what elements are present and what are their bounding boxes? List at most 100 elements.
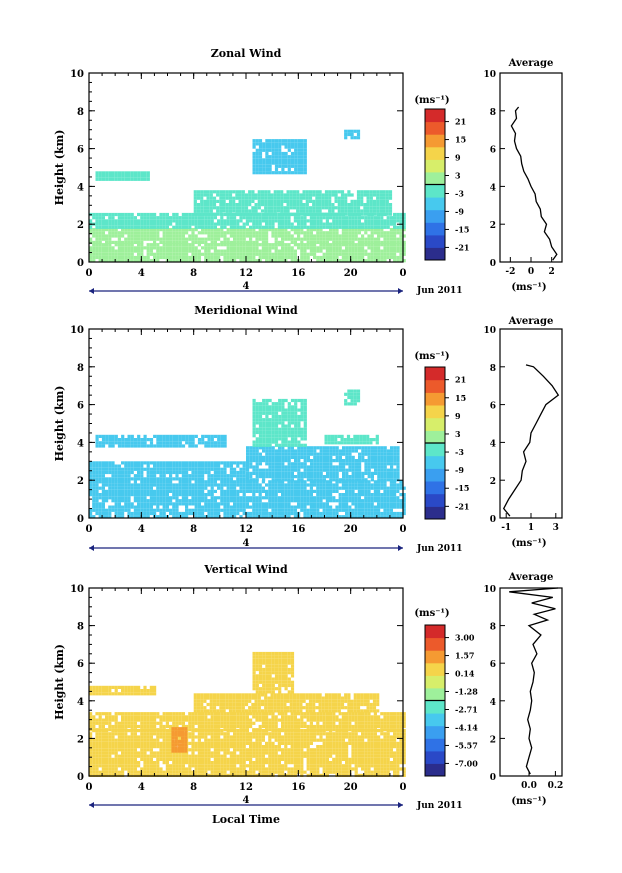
- heatmap-cell: [140, 461, 144, 465]
- heatmap-cell: [193, 199, 197, 203]
- heatmap-cell: [342, 475, 346, 479]
- heatmap-cell: [165, 502, 169, 506]
- heatmap-cell: [236, 480, 240, 484]
- heatmap-cell: [383, 496, 387, 500]
- heatmap-cell: [356, 190, 361, 194]
- heatmap-cell: [124, 757, 128, 761]
- heatmap-cell: [306, 234, 310, 238]
- heatmap-cell: [399, 216, 403, 220]
- heatmap-cell: [172, 496, 176, 500]
- heatmap-cell: [316, 515, 320, 519]
- heatmap-cell: [127, 174, 131, 178]
- heatmap-cell: [396, 475, 400, 479]
- heatmap-cell: [348, 240, 352, 244]
- heatmap-cell: [354, 511, 358, 516]
- heatmap-cell: [293, 493, 297, 497]
- heatmap-cell: [354, 486, 358, 490]
- heatmap-cell: [383, 459, 387, 463]
- heatmap-cell: [217, 222, 221, 226]
- heatmap-cell: [287, 480, 291, 484]
- heatmap-cell: [402, 249, 406, 253]
- heatmap-cell: [201, 474, 205, 478]
- heatmap-cell: [114, 222, 118, 226]
- heatmap-cell: [267, 196, 271, 200]
- heatmap-cell: [225, 212, 229, 216]
- heatmap-cell: [210, 486, 214, 490]
- heatmap-cell: [89, 770, 93, 774]
- heatmap-cell: [383, 483, 387, 487]
- heatmap-cell: [98, 246, 102, 250]
- heatmap-cell: [386, 499, 390, 503]
- heatmap-cell: [319, 502, 323, 506]
- heatmap-cell: [290, 139, 295, 143]
- heatmap-cell: [89, 741, 93, 745]
- heatmap-cell: [146, 489, 150, 493]
- heatmap-cell: [386, 452, 390, 456]
- heatmap-cell: [347, 193, 351, 197]
- heatmap-cell: [292, 199, 297, 203]
- heatmap-cell: [245, 234, 249, 238]
- heatmap-cell: [373, 237, 377, 241]
- heatmap-cell: [370, 259, 374, 263]
- heatmap-cell: [281, 434, 285, 438]
- heatmap-cell: [204, 219, 208, 223]
- heatmap-cell: [146, 461, 150, 465]
- heatmap-cell: [165, 438, 170, 442]
- heatmap-cell: [316, 465, 320, 469]
- heatmap-cell: [124, 174, 128, 178]
- heatmap-cell: [210, 259, 214, 263]
- heatmap-cell: [239, 219, 243, 223]
- heatmap-cell: [287, 430, 291, 435]
- heatmap-cell: [374, 449, 378, 453]
- heatmap-cell: [175, 444, 179, 448]
- heatmap-cell: [220, 474, 224, 478]
- heatmap-cell: [111, 212, 115, 217]
- heatmap-cell: [399, 237, 403, 241]
- heatmap-cell: [121, 499, 125, 503]
- heatmap-cell: [338, 243, 342, 247]
- heatmap-cell: [373, 249, 377, 253]
- heatmap-cell: [245, 515, 249, 519]
- heatmap-cell: [242, 470, 246, 475]
- heatmap-cell: [350, 129, 354, 133]
- heatmap-cell: [143, 496, 147, 500]
- heatmap-cell: [188, 434, 192, 438]
- heatmap-cell: [101, 738, 105, 742]
- heatmap-cell: [287, 421, 291, 425]
- heatmap-cell: [121, 240, 125, 244]
- heatmap-cell: [258, 505, 262, 509]
- heatmap-cell: [255, 505, 259, 509]
- heatmap-cell: [217, 474, 221, 478]
- heatmap-cell: [300, 252, 304, 256]
- heatmap-cell: [379, 190, 383, 194]
- heatmap-cell: [193, 190, 197, 194]
- heatmap-cell: [236, 243, 240, 247]
- heatmap-cell: [361, 508, 365, 512]
- heatmap-cell: [213, 255, 217, 260]
- heatmap-cell: [197, 240, 201, 244]
- heatmap-cell: [108, 477, 112, 481]
- heatmap-cell: [242, 461, 246, 465]
- heatmap-cell: [156, 470, 160, 475]
- heatmap-cell: [239, 246, 243, 250]
- heatmap-cell: [95, 502, 99, 506]
- colorbar-band: [425, 405, 445, 419]
- heatmap-cell: [303, 421, 307, 425]
- heatmap-cell: [290, 234, 294, 238]
- heatmap-cell: [294, 139, 298, 143]
- heatmap-cell: [111, 770, 115, 774]
- heatmap-cell: [358, 475, 362, 479]
- heatmap-cell: [300, 465, 304, 469]
- heatmap-cell: [328, 206, 332, 210]
- heatmap-cell: [124, 225, 128, 229]
- heatmap-cell: [294, 475, 298, 479]
- heatmap-cell: [242, 246, 246, 250]
- heatmap-cell: [350, 132, 354, 137]
- heatmap-cell: [228, 193, 233, 197]
- heatmap-cell: [290, 414, 295, 419]
- heatmap-cell: [361, 222, 365, 226]
- heatmap-cell: [264, 190, 268, 194]
- heatmap-cell: [188, 225, 192, 229]
- heatmap-cell: [271, 418, 275, 422]
- heatmap-cell: [95, 489, 99, 493]
